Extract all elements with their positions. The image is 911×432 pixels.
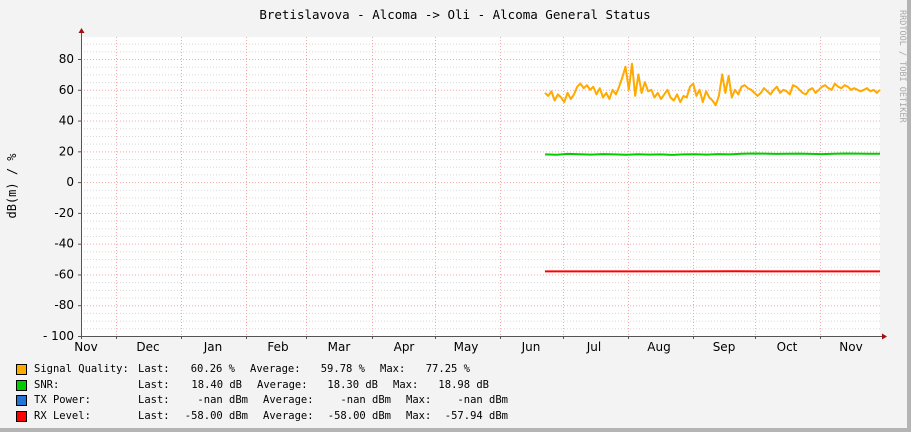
- y-tick-label: -60: [54, 267, 74, 281]
- x-tick-label: Sep: [713, 340, 736, 354]
- legend-swatch: [16, 395, 27, 406]
- legend-last-label: Last:: [138, 394, 170, 406]
- x-tick-label: Apr: [394, 340, 415, 354]
- legend-last-label: Last:: [138, 379, 170, 391]
- legend-average-value: 59.78 %: [320, 363, 365, 375]
- legend-last-value: 18.40 dB: [191, 379, 242, 391]
- legend-swatch: [16, 380, 27, 391]
- x-tick-label: Dec: [136, 340, 159, 354]
- chart-title: Bretislavova - Alcoma -> Oli - Alcoma Ge…: [259, 7, 650, 22]
- series-line-signal-quality: [544, 62, 881, 107]
- x-tick-label: Nov: [74, 340, 97, 354]
- legend-max-label: Max:: [406, 394, 432, 406]
- legend-average-label: Average:: [263, 410, 314, 422]
- y-tick-label: 60: [59, 83, 74, 97]
- y-tick-label: 40: [59, 114, 74, 128]
- y-tick-label: - 100: [43, 329, 74, 343]
- y-tick-label: 0: [66, 175, 74, 189]
- legend-swatch: [16, 411, 27, 422]
- legend-last-label: Last:: [138, 410, 170, 422]
- x-tick-label: May: [454, 340, 479, 354]
- y-tick-label: -40: [54, 237, 74, 251]
- legend-last-value: -nan dBm: [197, 394, 248, 406]
- x-tick-label: Oct: [777, 340, 798, 354]
- legend-label: TX Power:: [34, 394, 91, 406]
- legend-max-label: Max:: [380, 363, 406, 375]
- y-tick-label: -20: [54, 206, 74, 220]
- legend-max-label: Max:: [393, 379, 419, 391]
- legend-swatch: [16, 364, 27, 375]
- legend-max-value: 18.98 dB: [438, 379, 489, 391]
- x-tick-label: Jun: [521, 340, 541, 354]
- rrdtool-watermark: RRDTOOL / TOBI OETIKER: [897, 10, 907, 123]
- legend-average-value: -58.00 dBm: [327, 410, 391, 422]
- y-axis-arrow: [78, 28, 85, 33]
- legend-max-value: -nan dBm: [457, 394, 508, 406]
- x-tick-label: Aug: [647, 340, 670, 354]
- x-tick-label: Feb: [267, 340, 288, 354]
- y-tick-label: 20: [59, 144, 74, 158]
- legend-label: Signal Quality:: [34, 363, 129, 375]
- x-axis-arrow: [882, 333, 887, 340]
- legend-last-value: -58.00 dBm: [184, 410, 248, 422]
- legend-last-label: Last:: [138, 363, 170, 375]
- legend-average-value: -nan dBm: [340, 394, 391, 406]
- x-tick-label: Nov: [839, 340, 862, 354]
- legend-average-label: Average:: [250, 363, 301, 375]
- x-tick-label: Jan: [203, 340, 223, 354]
- legend-average-value: 18.30 dB: [327, 379, 378, 391]
- legend-label: RX Level:: [34, 410, 91, 422]
- plot-area: [81, 37, 880, 336]
- legend-max-value: 77.25 %: [425, 363, 470, 375]
- legend-max-value: -57.94 dBm: [444, 410, 508, 422]
- legend-label: SNR:: [34, 379, 60, 391]
- series-line-snr: [544, 152, 880, 156]
- legend-max-label: Max:: [406, 410, 432, 422]
- y-tick-label: 80: [59, 52, 74, 66]
- x-tick-label: Jul: [586, 340, 601, 354]
- x-tick-label: Mar: [328, 340, 351, 354]
- legend-average-label: Average:: [257, 379, 308, 391]
- legend-average-label: Average:: [263, 394, 314, 406]
- y-axis-label: dB(m) / %: [5, 153, 19, 219]
- legend-last-value: 60.26 %: [190, 363, 235, 375]
- y-tick-label: -80: [54, 298, 74, 312]
